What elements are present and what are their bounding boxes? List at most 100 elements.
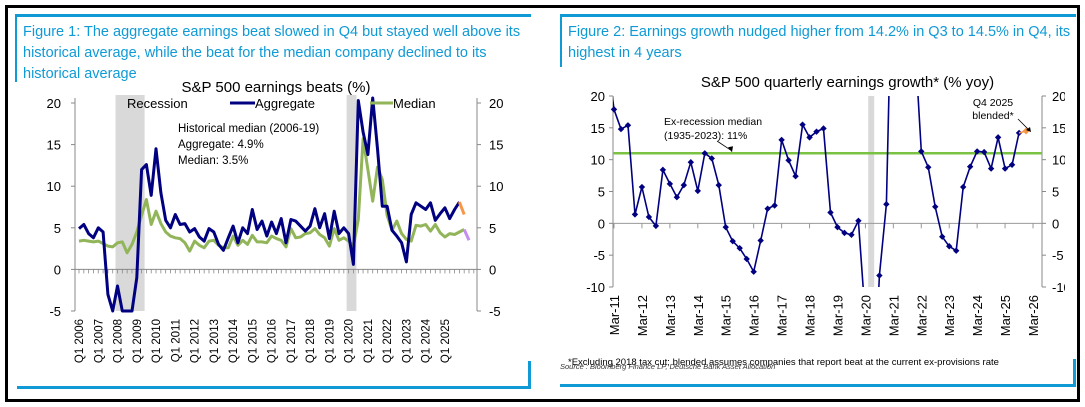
x-tick-label: Mar-18: [803, 295, 818, 336]
y-tick-label-right: 5: [489, 221, 496, 236]
figure-1-right-rule: [528, 361, 531, 387]
chart-2-title: S&P 500 quarterly earnings growth* (% yo…: [701, 74, 994, 91]
earnings-growth-point: [687, 159, 695, 166]
y-tick-label-right: 0: [1052, 216, 1059, 231]
earnings-growth-point: [820, 125, 827, 132]
ex-recession-median-label: Ex-recession median: [664, 116, 762, 128]
y-tick-label-left: 10: [47, 179, 61, 194]
figure-1-bottom-rule: [17, 386, 531, 389]
earnings-growth-point: [631, 211, 639, 218]
figure-2-bottom-rule: [560, 384, 1076, 387]
x-tick-label: Mar-21: [886, 295, 901, 336]
chart-2-earnings-growth: S&P 500 quarterly earnings growth* (% yo…: [568, 74, 1065, 368]
recession-band: [346, 95, 357, 311]
earnings-growth-point: [778, 136, 785, 144]
earnings-growth-point: [994, 134, 1002, 141]
y-tick-label-right: 0: [489, 262, 496, 277]
figure-1-caption: Figure 1: The aggregate earnings beat sl…: [15, 14, 531, 82]
x-tick-label: Mar-19: [830, 295, 845, 336]
y-tick-label-right: -5: [489, 304, 501, 319]
chart-1-earnings-beats: S&P 500 earnings beats (%) -5 -5 0 0 5 5 10 10 15…: [47, 79, 504, 363]
median-latest-segment: [462, 228, 471, 241]
x-tick-label: Q1 2008: [113, 319, 125, 363]
y-tick-label-left: -10: [586, 280, 605, 295]
y-tick-label-left: -5: [49, 304, 61, 319]
earnings-growth-point: [1015, 129, 1023, 137]
figure-2-caption: Figure 2: Earnings growth nudged higher …: [560, 14, 1076, 67]
y-tick-label-left: 20: [47, 96, 61, 111]
x-tick-label: Q1 2014: [228, 318, 240, 363]
x-tick-label: Q1 2010: [151, 319, 163, 363]
earnings-growth-point: [666, 180, 674, 188]
screenshot-frame: [5, 5, 1080, 402]
y-tick-label-right: 15: [489, 138, 503, 153]
earnings-growth-point: [694, 187, 702, 195]
y-tick-label-left: 5: [54, 221, 61, 236]
earnings-growth-point: [617, 125, 625, 133]
x-tick-label: Mar-14: [691, 295, 706, 336]
x-tick-label: Mar-23: [942, 295, 957, 336]
earnings-growth-point: [987, 165, 995, 172]
y-tick-label-right: 20: [489, 96, 503, 111]
y-tick-label-right: 15: [1052, 121, 1065, 136]
figure-2-right-rule: [1073, 359, 1076, 385]
earnings-growth-point: [827, 209, 834, 216]
x-tick-label: Q1 2018: [305, 319, 317, 363]
y-tick-label-right: 5: [1052, 185, 1059, 200]
earnings-growth-point: [876, 272, 883, 279]
x-tick-label: Q1 2006: [74, 319, 86, 363]
x-tick-label: Mar-20: [858, 295, 873, 336]
y-tick-label-right: -10: [1052, 280, 1065, 295]
x-tick-label: Q1 2020: [344, 319, 356, 363]
x-tick-label: Mar-11: [607, 295, 622, 335]
earnings-growth-point: [680, 181, 688, 189]
earnings-growth-point: [750, 268, 757, 275]
earnings-growth-point: [785, 157, 792, 164]
y-tick-label-left: 0: [598, 216, 605, 231]
chart-2-footnote: *Excluding 2018 tax cut; blended assumes…: [568, 357, 999, 368]
earnings-growth-point: [939, 233, 946, 240]
annotation-arrowhead: [728, 146, 733, 153]
annotation-arrow: [716, 140, 732, 151]
figure-2-source: Source : Bloomberg Finance LP, Deutsche …: [560, 362, 776, 371]
x-tick-label: Q1 2025: [440, 319, 452, 363]
q4-2025-blended-label: blended*: [972, 110, 1013, 122]
legend-median-label: Median: [393, 96, 436, 111]
x-tick-label: Q1 2009: [132, 319, 144, 363]
y-tick-label-left: 15: [47, 138, 61, 153]
earnings-growth-point: [946, 243, 953, 250]
earnings-growth-point: [764, 205, 771, 212]
earnings-growth-point: [925, 164, 932, 171]
earnings-growth-point: [932, 203, 939, 210]
x-tick-label: Q1 2022: [382, 319, 394, 363]
y-tick-label-left: 5: [598, 185, 605, 200]
q4-2025-blended-label: Q4 2025: [973, 97, 1013, 109]
y-tick-label-left: -5: [593, 248, 605, 263]
median-series-line: [78, 137, 465, 255]
x-tick-label: Q1 2016: [267, 319, 279, 363]
aggregate-series-line: [78, 96, 461, 313]
x-tick-label: Q1 2023: [401, 319, 413, 363]
earnings-growth-point: [792, 173, 799, 180]
x-tick-label: Q1 2019: [324, 319, 336, 363]
x-tick-label: Mar-24: [970, 295, 985, 336]
historical-median-annotation: Historical median (2006-19): [178, 123, 319, 135]
earnings-growth-point: [757, 237, 764, 244]
earnings-growth-point: [959, 183, 967, 191]
aggregate-latest-segment: [457, 201, 466, 216]
x-tick-label: Q1 2012: [190, 319, 202, 363]
y-tick-label-right: 20: [1052, 89, 1065, 104]
chart-1-title: S&P 500 earnings beats (%): [181, 79, 370, 96]
x-tick-label: Mar-13: [663, 295, 678, 336]
y-tick-label-left: 20: [591, 89, 605, 104]
earnings-growth-point: [729, 237, 736, 245]
earnings-growth-point: [659, 166, 667, 174]
x-tick-label: Q1 2013: [209, 319, 221, 363]
x-tick-label: Q1 2024: [421, 318, 433, 363]
earnings-growth-point: [918, 148, 925, 155]
earnings-growth-point: [1001, 165, 1009, 172]
x-tick-label: Q1 2007: [93, 319, 105, 363]
x-tick-label: Mar-16: [747, 295, 762, 336]
ex-recession-median-label: (1935-2023): 11%: [664, 130, 747, 142]
y-tick-label-right: -5: [1052, 248, 1064, 263]
